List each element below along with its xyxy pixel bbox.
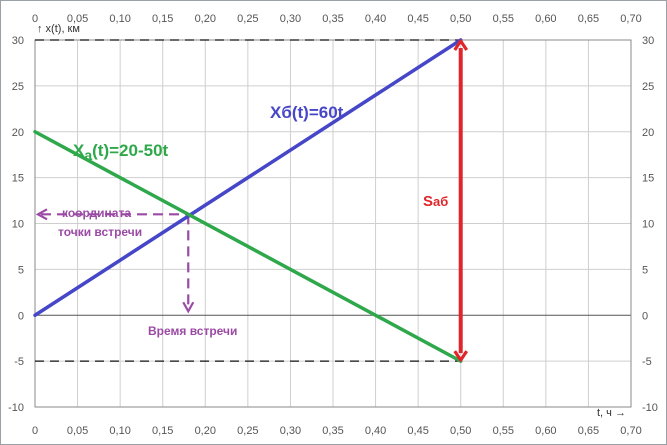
meeting-coordinate-label-line2: точки встречи bbox=[58, 225, 142, 239]
y-tick-label: 30 bbox=[12, 35, 24, 47]
x-tick-label: 0,05 bbox=[67, 425, 88, 437]
y-tick-label: 5 bbox=[18, 264, 24, 276]
y-tick-label: -10 bbox=[8, 402, 24, 414]
x-tick-label: 0,60 bbox=[535, 425, 556, 437]
y-tick-label: -10 bbox=[642, 402, 658, 414]
green-label-rest: (t)=20-50t bbox=[92, 141, 168, 160]
grid bbox=[34, 39, 632, 408]
meeting-coordinate-arrowhead bbox=[35, 208, 48, 221]
x-tick-label: 0,10 bbox=[109, 13, 130, 25]
x-tick-label: 0,20 bbox=[195, 425, 216, 437]
meeting-coordinate-label-line1: координата bbox=[62, 206, 131, 220]
x-tick-label: 0,60 bbox=[535, 13, 556, 25]
arrows bbox=[35, 39, 469, 362]
y-tick-label: 20 bbox=[642, 127, 654, 139]
green-series-label: Xa(t)=20-50t bbox=[73, 141, 169, 163]
x-tick-label: 0,40 bbox=[365, 425, 386, 437]
x-tick-label: 0,70 bbox=[620, 425, 641, 437]
y-tick-labels-right: 30 25 20 15 10 5 0 -5 -10 bbox=[642, 35, 658, 414]
meeting-time-arrowhead bbox=[182, 301, 195, 314]
x-tick-label: 0,55 bbox=[493, 13, 514, 25]
distance-arrowhead-bottom bbox=[453, 350, 469, 362]
x-tick-label: 0,15 bbox=[152, 425, 173, 437]
x-tick-labels-bottom: 0 0,05 0,10 0,15 0,20 0,25 0,30 0,35 0,40 0,45 0,5… bbox=[32, 425, 642, 437]
y-tick-label: 15 bbox=[642, 173, 654, 185]
distance-label-main: S bbox=[423, 193, 433, 210]
x-tick-label: 0,50 bbox=[450, 13, 471, 25]
distance-label-sub: аб bbox=[433, 194, 448, 209]
y-tick-label: 10 bbox=[642, 219, 654, 231]
y-tick-label: 25 bbox=[642, 81, 654, 93]
y-tick-labels-left: 30 25 20 15 10 5 0 -5 -10 bbox=[8, 35, 24, 414]
series-line bbox=[33, 130, 463, 363]
x-tick-label: 0,20 bbox=[195, 13, 216, 25]
distance-arrowhead-top bbox=[453, 39, 469, 51]
x-tick-label: 0,15 bbox=[152, 13, 173, 25]
x-tick-label: 0 bbox=[32, 425, 38, 437]
y-tick-label: 30 bbox=[642, 35, 654, 47]
y-tick-label: 25 bbox=[12, 81, 24, 93]
x-tick-label: 0,35 bbox=[322, 425, 343, 437]
x-tick-label: 0,45 bbox=[407, 13, 428, 25]
y-axis-label: ↑ x(t), км bbox=[37, 23, 80, 35]
x-axis-label: t, ч → bbox=[597, 407, 626, 419]
x-tick-label: 0,65 bbox=[578, 13, 599, 25]
x-tick-label: 0,50 bbox=[450, 425, 471, 437]
x-tick-label: 0,30 bbox=[280, 13, 301, 25]
x-tick-label: 0,30 bbox=[280, 425, 301, 437]
x-tick-label: 0,55 bbox=[493, 425, 514, 437]
reference-dashes bbox=[35, 39, 461, 362]
x-tick-label: 0,35 bbox=[322, 13, 343, 25]
y-tick-label: 20 bbox=[12, 127, 24, 139]
y-tick-label: -5 bbox=[14, 356, 24, 368]
green-label-prefix: X bbox=[73, 141, 85, 160]
blue-series-label: Xб(t)=60t bbox=[270, 103, 344, 122]
x-tick-label: 0,25 bbox=[237, 425, 258, 437]
x-tick-label: 0,05 bbox=[67, 13, 88, 25]
plot-border bbox=[34, 39, 632, 408]
x-tick-label: 0,40 bbox=[365, 13, 386, 25]
green-label-sub: a bbox=[84, 147, 92, 163]
x-tick-label: 0,70 bbox=[620, 13, 641, 25]
y-tick-label: -5 bbox=[642, 356, 652, 368]
x-tick-labels-top: 0 0,05 0,10 0,15 0,20 0,25 0,30 0,35 0,40 0,45 0,5… bbox=[32, 13, 642, 25]
x-tick-label: 0,10 bbox=[109, 425, 130, 437]
x-tick-label: 0,65 bbox=[578, 425, 599, 437]
meeting-time-label: Время встречи bbox=[148, 324, 237, 338]
series-line bbox=[33, 38, 463, 317]
x-tick-label: 0 bbox=[32, 13, 38, 25]
x-tick-label: 0,25 bbox=[237, 13, 258, 25]
y-tick-label: 0 bbox=[18, 310, 24, 322]
y-tick-label: 15 bbox=[12, 173, 24, 185]
y-tick-label: 0 bbox=[642, 310, 648, 322]
y-tick-label: 10 bbox=[12, 219, 24, 231]
y-tick-label: 5 bbox=[642, 264, 648, 276]
distance-label: Sаб bbox=[423, 193, 448, 210]
series bbox=[33, 38, 463, 363]
x-tick-label: 0,45 bbox=[407, 425, 428, 437]
